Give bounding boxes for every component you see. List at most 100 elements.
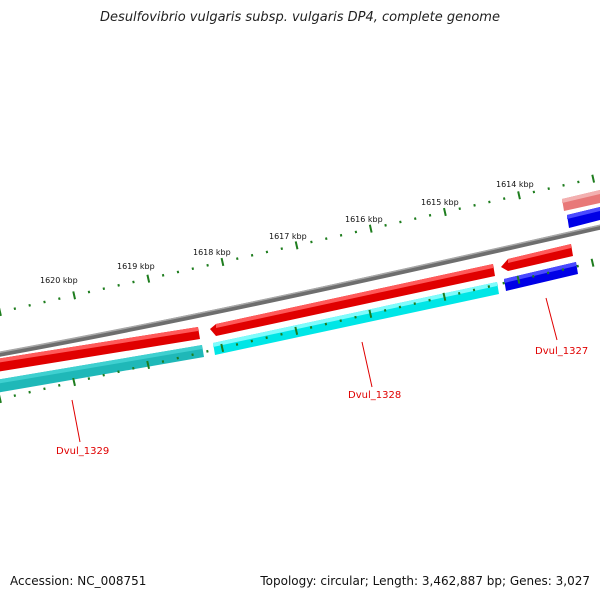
gene-label-leader-dvul-1328 [361,341,373,388]
inner-tick-mark [250,339,254,343]
forward-strand-genes [0,190,600,372]
inner-tick-mark [383,309,387,312]
outer-tick-mark [325,237,328,241]
outer-tick-mark [502,197,506,201]
inner-tick-mark [146,360,151,370]
scale-label-1618: 1618 kbp [193,248,231,257]
inner-tick-mark [102,373,105,377]
outer-tick-mark [132,280,135,284]
outer-tick-mark [384,223,387,227]
outer-tick-mark [72,291,77,300]
gene-label-dvul-1328[interactable]: Dvul_1328 [348,390,401,401]
inner-tick-mark [532,274,535,278]
inner-tick-mark [87,377,91,380]
outer-tick-mark [294,241,299,250]
inner-tick-mark [176,356,180,360]
outer-tick-row [0,174,596,317]
outer-tick-mark [368,224,373,233]
outer-tick-mark [43,300,46,304]
inner-tick-mark [132,366,135,370]
scale-label-1616: 1616 kbp [345,215,383,224]
scale-label-1620: 1620 kbp [40,276,78,285]
inner-tick-mark [13,394,17,397]
scale-label-1619: 1619 kbp [117,262,155,271]
inner-tick-mark [117,370,120,374]
outer-tick-mark [310,240,313,244]
genome-backbone [0,224,600,357]
inner-tick-mark [161,360,165,363]
outer-tick-mark [87,290,91,294]
outer-tick-mark [591,174,596,183]
inner-tick-mark [398,305,402,309]
outer-tick-mark [176,270,180,274]
outer-tick-mark [146,274,151,283]
outer-tick-mark [28,303,31,307]
outer-tick-mark [102,287,106,291]
outer-tick-mark [280,247,284,251]
outer-tick-mark [473,203,476,207]
reverse-strand-genes [0,207,600,393]
inner-tick-mark [472,288,476,292]
outer-tick-mark [488,200,491,204]
gene-label-dvul-1329[interactable]: Dvul_1329 [56,446,109,457]
outer-tick-mark [458,207,461,211]
inner-tick-mark [354,315,357,319]
inner-tick-mark [442,292,447,301]
outer-tick-mark [236,257,239,261]
inner-tick-row [0,258,595,404]
outer-tick-mark [117,283,120,287]
inner-tick-mark [220,343,225,353]
inner-tick-mark [487,285,491,288]
inner-tick-mark [280,332,283,336]
scale-labels: 1614 kbp 1615 kbp 1616 kbp 1617 kbp 1618… [40,180,534,285]
outer-tick-mark [354,230,358,234]
inner-tick-mark [428,298,431,302]
gene-label-leader-dvul-1327 [545,297,558,341]
scale-label-1614: 1614 kbp [496,180,534,189]
inner-tick-mark [265,336,268,340]
accession-label: Accession: NC_008751 [10,574,147,588]
outer-tick-mark [0,307,2,317]
inner-tick-mark [413,302,417,305]
outer-tick-mark [191,267,195,271]
outer-tick-mark [399,220,402,224]
outer-tick-mark [13,307,17,311]
outer-tick-mark [517,191,521,200]
inner-tick-mark [72,377,76,387]
inner-tick-mark [28,390,31,394]
inner-tick-mark [235,343,239,346]
inner-tick-mark [191,353,194,357]
inner-tick-mark [516,275,521,284]
outer-tick-mark [161,273,165,277]
page-title: Desulfovibrio vulgaris subsp. vulgaris D… [100,10,500,25]
outer-tick-mark [428,213,432,217]
outer-tick-mark [58,297,61,301]
outer-tick-mark [265,250,269,254]
outer-tick-mark [413,217,417,221]
outer-tick-mark [206,263,209,267]
genome-stats-label: Topology: circular; Length: 3,462,887 bp… [260,574,590,588]
inner-tick-mark [324,322,328,326]
outer-tick-mark [547,187,550,191]
inner-tick-mark [368,309,373,318]
outer-tick-mark [250,253,254,257]
outer-tick-mark [577,180,580,184]
inner-tick-mark [561,268,565,271]
inner-tick-mark [309,326,313,329]
outer-tick-mark [339,233,343,237]
outer-tick-mark [562,183,565,187]
inner-tick-mark [576,264,579,268]
inner-tick-mark [294,326,299,335]
gene-label-dvul-1327[interactable]: Dvul_1327 [535,346,588,357]
scale-label-1617: 1617 kbp [269,232,307,241]
inner-tick-mark [43,387,46,391]
outer-tick-mark [220,257,225,267]
scale-label-1615: 1615 kbp [421,198,459,207]
inner-tick-mark [339,319,342,323]
inner-tick-mark [0,394,2,404]
inner-tick-mark [502,281,505,285]
gene-label-leader-dvul-1329 [71,399,81,443]
inner-tick-mark [206,349,209,353]
outer-tick-mark [443,207,447,217]
